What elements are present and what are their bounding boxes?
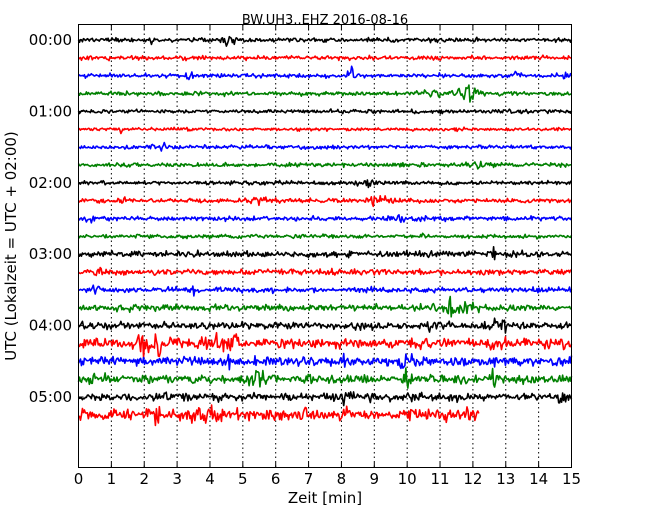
x-tick-label: 11 xyxy=(430,470,449,488)
x-tick-label: 7 xyxy=(304,470,314,488)
trace-0130 xyxy=(78,141,573,152)
x-tick-label: 5 xyxy=(238,470,248,488)
y-tick-label: 01:00 xyxy=(29,102,72,120)
trace-0330 xyxy=(78,284,573,297)
y-tick-label: 05:00 xyxy=(29,388,72,406)
x-tick-label: 1 xyxy=(107,470,117,488)
x-tick-label: 2 xyxy=(139,470,149,488)
x-axis-ticks: 0 1 2 3 4 5 6 7 8 9 10 11 12 13 14 15 xyxy=(74,24,581,488)
x-tick-label: 13 xyxy=(496,470,515,488)
trace-0145 xyxy=(77,160,572,170)
trace-0045 xyxy=(77,84,572,103)
trace-0300 xyxy=(78,245,572,261)
trace-0445 xyxy=(77,367,573,389)
x-tick-label: 12 xyxy=(463,470,482,488)
trace-0315 xyxy=(77,266,572,277)
x-tick-label: 3 xyxy=(172,470,182,488)
x-tick-label: 0 xyxy=(74,470,84,488)
y-tick-label: 03:00 xyxy=(29,245,72,263)
x-tick-label: 10 xyxy=(398,470,417,488)
trace-0430 xyxy=(77,352,573,371)
x-tick-label: 14 xyxy=(529,470,548,488)
trace-0245 xyxy=(77,232,573,240)
y-axis-ticks: 00:00 01:00 02:00 03:00 04:00 05:00 xyxy=(29,31,572,406)
x-tick-label: 4 xyxy=(205,470,215,488)
x-tick-label: 6 xyxy=(271,470,281,488)
trace-0100 xyxy=(77,108,573,115)
trace-0030 xyxy=(77,65,573,81)
trace-0500 xyxy=(77,391,573,407)
trace-layer xyxy=(77,35,573,427)
y-tick-label: 04:00 xyxy=(29,317,72,335)
y-tick-label: 00:00 xyxy=(29,31,72,49)
plot-frame xyxy=(78,24,572,468)
trace-0515 xyxy=(77,404,480,427)
trace-0015 xyxy=(77,54,572,62)
trace-0345 xyxy=(77,295,572,318)
chart-title: BW.UH3..EHZ 2016-08-16 xyxy=(242,13,408,28)
x-axis-label: Zeit [min] xyxy=(288,489,362,507)
trace-0415 xyxy=(77,331,573,359)
trace-0200 xyxy=(77,179,573,189)
trace-0215 xyxy=(77,194,573,208)
y-axis-label: UTC (Lokalzeit = UTC + 02:00) xyxy=(2,131,20,361)
trace-0230 xyxy=(77,214,573,224)
trace-0115 xyxy=(77,126,573,135)
x-tick-label: 8 xyxy=(337,470,347,488)
trace-0000 xyxy=(77,35,573,47)
x-tick-label: 15 xyxy=(562,470,581,488)
trace-0400 xyxy=(77,317,572,334)
y-tick-label: 02:00 xyxy=(29,174,72,192)
x-tick-label: 9 xyxy=(370,470,380,488)
